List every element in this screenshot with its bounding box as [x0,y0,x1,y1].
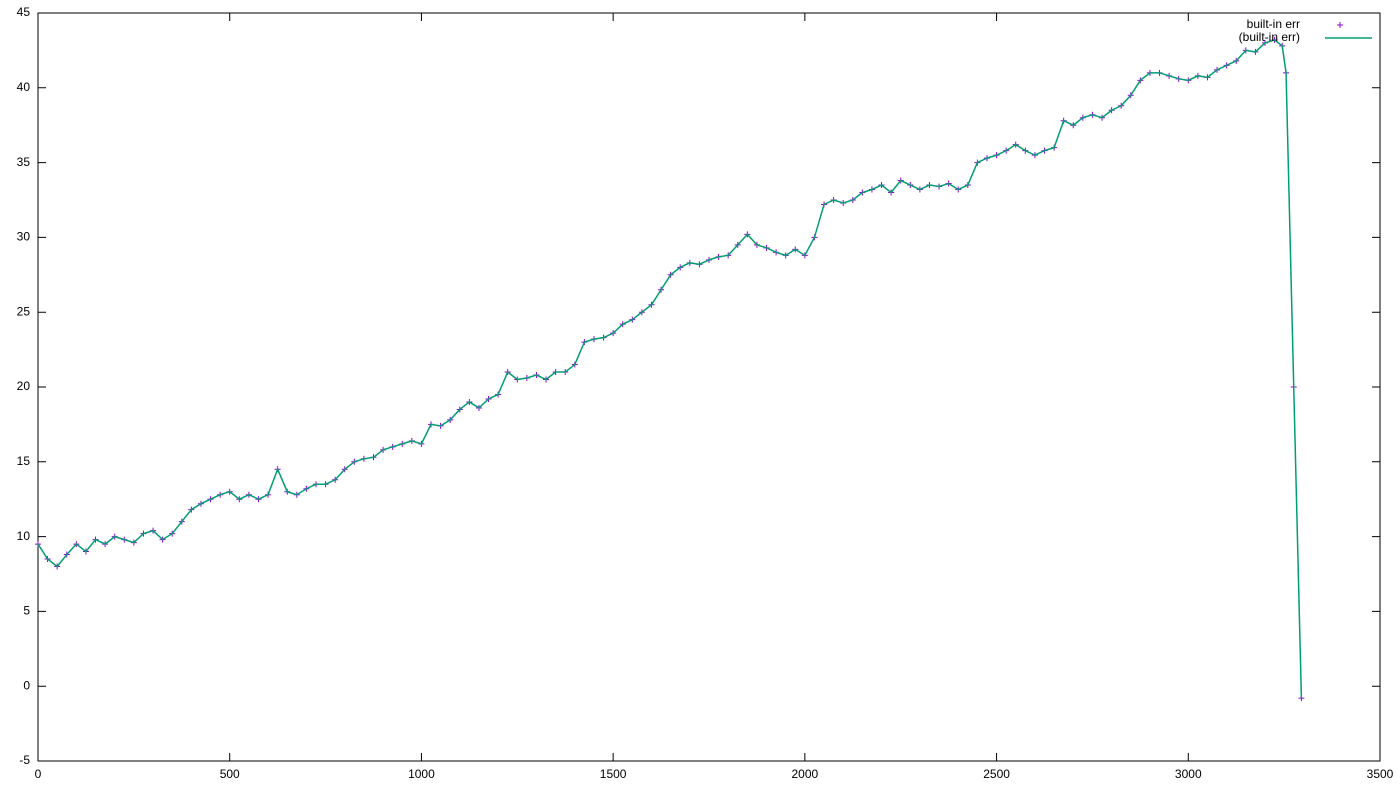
data-line [37,39,1303,699]
x-tick-label: 3000 [1175,767,1202,781]
x-tick-label: 500 [220,767,240,781]
y-tick-label: 30 [17,230,31,244]
x-tick-label: 3500 [1367,767,1394,781]
x-tick-label: 1000 [408,767,435,781]
x-tick-label: 1500 [600,767,627,781]
legend-swatch [1337,22,1343,28]
legend-label: (built-in err) [1239,30,1300,44]
legend-label: built-in err [1247,17,1300,31]
plot-frame [37,12,1381,762]
x-tick-label: 2000 [792,767,819,781]
y-tick-label: 40 [17,80,31,94]
y-tick-label: 45 [17,5,31,19]
x-tick-label: 0 [35,767,42,781]
y-tick-label: -5 [19,753,30,767]
y-tick-label: 20 [17,379,31,393]
y-tick-label: 35 [17,155,31,169]
x-tick-label: 2500 [983,767,1010,781]
y-tick-label: 15 [17,454,31,468]
y-tick-label: 0 [23,678,30,692]
y-tick-label: 25 [17,304,31,318]
y-tick-label: 10 [17,529,31,543]
y-tick-label: 5 [23,604,30,618]
